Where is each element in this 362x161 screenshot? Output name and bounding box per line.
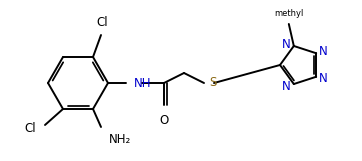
Text: N: N bbox=[282, 80, 291, 93]
Text: N: N bbox=[282, 38, 291, 52]
Text: NH₂: NH₂ bbox=[109, 133, 131, 146]
Text: O: O bbox=[159, 114, 169, 127]
Text: N: N bbox=[319, 45, 328, 58]
Text: Cl: Cl bbox=[24, 123, 36, 135]
Text: NH: NH bbox=[134, 76, 152, 90]
Text: N: N bbox=[319, 72, 328, 85]
Text: Cl: Cl bbox=[96, 16, 108, 29]
Text: methyl: methyl bbox=[274, 9, 303, 18]
Text: S: S bbox=[209, 76, 216, 89]
